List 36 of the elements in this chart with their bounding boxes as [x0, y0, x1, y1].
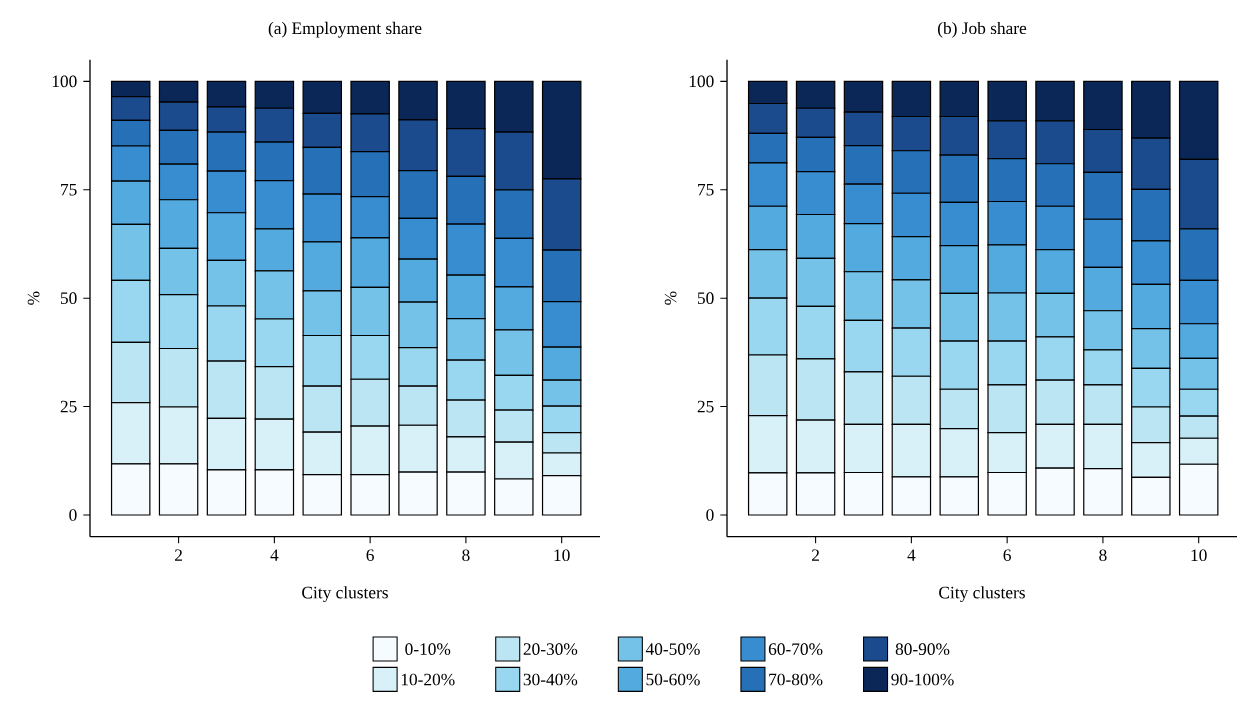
legend-label: 80-90%: [895, 643, 950, 656]
y-axis-title: %: [27, 291, 40, 305]
x-axis-title: City clusters: [939, 586, 1025, 603]
x-axis-title: City clusters: [302, 586, 388, 603]
x-tick-label: 4: [907, 549, 916, 561]
y-tick-label: 100: [689, 75, 714, 88]
legend-label: 90-100%: [891, 673, 954, 686]
y-tick-label: 75: [61, 184, 77, 196]
x-tick-label: 2: [175, 549, 182, 561]
x-tick-label: 10: [554, 549, 570, 562]
y-axis-title: %: [664, 291, 677, 305]
y-tick-label: 0: [706, 509, 714, 521]
chart-title: (b) Job share: [938, 21, 1027, 38]
legend-label: 0-10%: [405, 643, 451, 656]
legend-label: 40-50%: [645, 643, 700, 656]
y-tick-label: 50: [697, 292, 714, 305]
x-tick-label: 10: [1191, 549, 1207, 562]
legend-label: 10-20%: [401, 673, 455, 686]
legend-label: 30-40%: [523, 673, 578, 686]
x-tick-label: 6: [1003, 549, 1011, 562]
x-tick-label: 6: [366, 549, 374, 562]
legend-label: 70-80%: [769, 673, 823, 686]
legend-label: 50-60%: [646, 673, 700, 686]
y-tick-label: 25: [697, 400, 714, 413]
x-tick-label: 2: [812, 549, 819, 561]
legend-label: 60-70%: [768, 643, 823, 656]
chart-title: (a) Employment share: [268, 21, 422, 38]
x-tick-label: 8: [462, 549, 470, 562]
legend-label: 20-30%: [523, 643, 578, 656]
y-tick-label: 75: [698, 184, 714, 196]
y-tick-label: 0: [69, 509, 77, 521]
x-tick-label: 8: [1099, 549, 1107, 562]
x-tick-label: 4: [270, 549, 279, 561]
y-tick-label: 50: [60, 292, 77, 305]
y-tick-label: 100: [52, 75, 77, 88]
y-tick-label: 25: [60, 400, 77, 413]
